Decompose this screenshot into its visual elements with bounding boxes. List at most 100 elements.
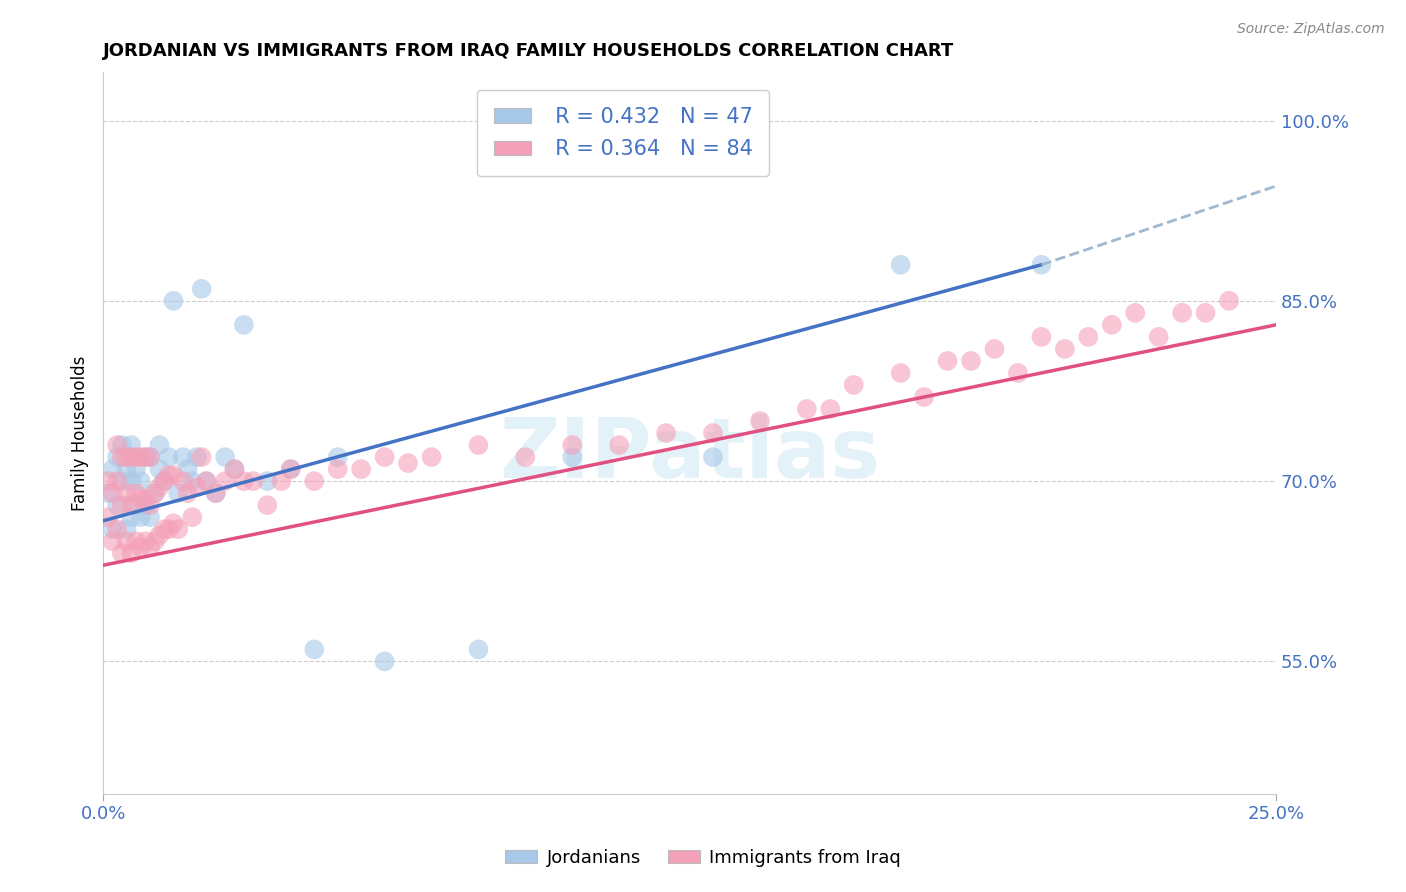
Point bbox=[167, 486, 190, 500]
Point bbox=[796, 402, 818, 417]
Point bbox=[655, 425, 678, 440]
Point bbox=[748, 414, 770, 428]
Point bbox=[1077, 330, 1099, 344]
Point bbox=[960, 354, 983, 368]
Point bbox=[1031, 330, 1053, 344]
Point bbox=[256, 498, 278, 512]
Point bbox=[129, 510, 152, 524]
Point bbox=[374, 450, 396, 464]
Point bbox=[129, 492, 152, 507]
Point bbox=[139, 450, 162, 464]
Point bbox=[190, 450, 212, 464]
Point bbox=[1171, 306, 1194, 320]
Point bbox=[1053, 342, 1076, 356]
Point bbox=[111, 474, 134, 488]
Point bbox=[148, 480, 170, 494]
Point bbox=[105, 438, 128, 452]
Point bbox=[607, 438, 630, 452]
Point bbox=[134, 450, 156, 464]
Point bbox=[270, 474, 292, 488]
Legend:   R = 0.432   N = 47,   R = 0.364   N = 84: R = 0.432 N = 47, R = 0.364 N = 84 bbox=[477, 90, 769, 176]
Text: Source: ZipAtlas.com: Source: ZipAtlas.com bbox=[1237, 22, 1385, 37]
Point bbox=[214, 474, 236, 488]
Point bbox=[101, 534, 124, 549]
Point bbox=[157, 450, 180, 464]
Point bbox=[105, 498, 128, 512]
Point bbox=[842, 378, 865, 392]
Point bbox=[162, 468, 184, 483]
Point bbox=[890, 258, 912, 272]
Point bbox=[105, 450, 128, 464]
Point bbox=[111, 438, 134, 452]
Point bbox=[204, 486, 226, 500]
Point bbox=[467, 642, 489, 657]
Point bbox=[120, 510, 142, 524]
Point bbox=[115, 486, 138, 500]
Point bbox=[232, 474, 254, 488]
Point bbox=[983, 342, 1005, 356]
Point bbox=[153, 522, 176, 536]
Point bbox=[148, 462, 170, 476]
Point bbox=[224, 462, 246, 476]
Point bbox=[143, 486, 166, 500]
Point bbox=[162, 293, 184, 308]
Point bbox=[181, 474, 204, 488]
Point bbox=[157, 522, 180, 536]
Point bbox=[134, 492, 156, 507]
Point bbox=[561, 438, 583, 452]
Point bbox=[224, 462, 246, 476]
Point bbox=[1007, 366, 1029, 380]
Point bbox=[148, 438, 170, 452]
Point bbox=[420, 450, 443, 464]
Point bbox=[176, 462, 198, 476]
Point bbox=[115, 462, 138, 476]
Point bbox=[302, 642, 325, 657]
Point bbox=[120, 546, 142, 560]
Point bbox=[125, 486, 148, 500]
Point bbox=[186, 480, 208, 494]
Point bbox=[148, 528, 170, 542]
Point bbox=[302, 474, 325, 488]
Point bbox=[105, 474, 128, 488]
Point bbox=[125, 534, 148, 549]
Point bbox=[1147, 330, 1170, 344]
Point bbox=[101, 522, 124, 536]
Point bbox=[129, 541, 152, 555]
Point bbox=[1194, 306, 1216, 320]
Point bbox=[111, 546, 134, 560]
Point bbox=[396, 456, 419, 470]
Point bbox=[1031, 258, 1053, 272]
Point bbox=[702, 425, 724, 440]
Point bbox=[702, 450, 724, 464]
Point bbox=[153, 474, 176, 488]
Point bbox=[190, 282, 212, 296]
Point bbox=[242, 474, 264, 488]
Point bbox=[232, 318, 254, 332]
Point bbox=[167, 522, 190, 536]
Point bbox=[912, 390, 935, 404]
Point bbox=[143, 534, 166, 549]
Point bbox=[105, 522, 128, 536]
Point bbox=[111, 450, 134, 464]
Point bbox=[515, 450, 537, 464]
Point bbox=[1101, 318, 1123, 332]
Point bbox=[256, 474, 278, 488]
Point bbox=[139, 541, 162, 555]
Point bbox=[350, 462, 373, 476]
Point bbox=[176, 486, 198, 500]
Point bbox=[111, 498, 134, 512]
Point bbox=[280, 462, 302, 476]
Point bbox=[120, 450, 142, 464]
Point bbox=[125, 462, 148, 476]
Point bbox=[115, 534, 138, 549]
Point bbox=[129, 450, 152, 464]
Point bbox=[139, 510, 162, 524]
Point bbox=[125, 450, 148, 464]
Point bbox=[120, 498, 142, 512]
Point bbox=[1123, 306, 1146, 320]
Point bbox=[936, 354, 959, 368]
Point bbox=[139, 498, 162, 512]
Point bbox=[97, 486, 120, 500]
Legend: Jordanians, Immigrants from Iraq: Jordanians, Immigrants from Iraq bbox=[498, 842, 908, 874]
Point bbox=[280, 462, 302, 476]
